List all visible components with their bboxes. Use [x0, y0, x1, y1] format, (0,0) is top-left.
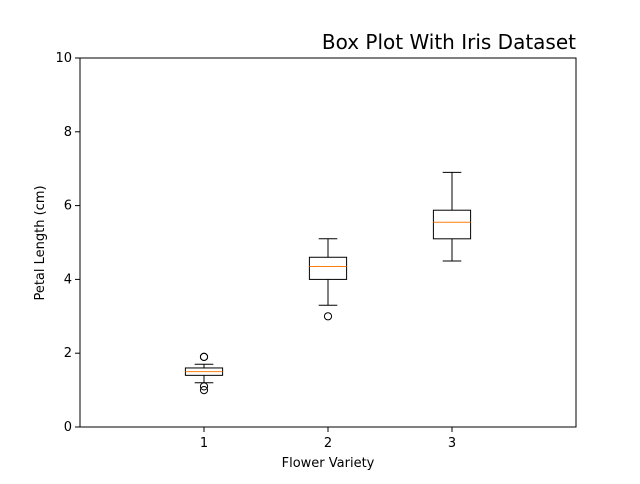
- y-tick-label: 2: [64, 346, 72, 361]
- y-tick-label: 0: [64, 420, 72, 435]
- outlier-point: [199, 382, 209, 391]
- y-tick-label: 6: [64, 199, 72, 214]
- y-axis-label: Petal Length (cm): [33, 185, 48, 300]
- box: [308, 256, 348, 280]
- outlier-point: [199, 352, 209, 361]
- outlier-point: [323, 312, 333, 321]
- y-tick-label: 8: [64, 125, 72, 140]
- outlier-point: [199, 386, 209, 395]
- x-axis-label: Flower Variety: [282, 456, 375, 471]
- x-tick-label: 3: [448, 436, 456, 451]
- x-tick-label: 2: [324, 436, 332, 451]
- y-tick-label: 4: [64, 272, 72, 287]
- x-tick-label: 1: [200, 436, 208, 451]
- y-tick-label: 10: [55, 51, 72, 66]
- chart-title: Box Plot With Iris Dataset: [322, 30, 576, 54]
- box: [432, 209, 472, 240]
